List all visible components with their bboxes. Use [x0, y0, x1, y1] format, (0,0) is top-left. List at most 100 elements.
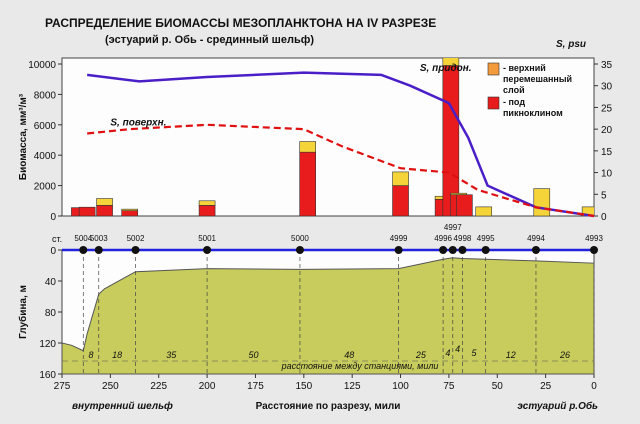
bar-upper-layer	[533, 188, 551, 216]
bar-pycnocline	[299, 151, 316, 216]
bar-pycnocline	[198, 205, 216, 216]
station-dot	[458, 246, 467, 254]
station-label-5002: 5002	[127, 234, 145, 243]
salinity-y-axis: 0 5 10 15 20 25 30 35	[594, 60, 613, 223]
station-dot	[79, 246, 88, 254]
distance-tick-label: 175	[247, 381, 264, 392]
depth-tick-label: 120	[39, 339, 56, 350]
station-label-5000: 5000	[291, 234, 309, 243]
station-label-4998: 4998	[454, 234, 472, 243]
distance-tick-label: 125	[344, 381, 361, 392]
s-surface-label: S, поверхн.	[110, 117, 166, 128]
salinity-tick-label: 30	[601, 82, 613, 93]
salinity-bottom-line	[86, 71, 595, 218]
distance-tick-label: 0	[591, 381, 597, 392]
depth-tick-label: 0	[50, 246, 56, 257]
bar-upper-layer	[299, 141, 316, 153]
station-label-4995: 4995	[477, 234, 495, 243]
bar-upper-layer	[198, 200, 216, 206]
bar-upper-layer	[475, 206, 493, 216]
estuary-label: эстуарий р.Обь	[517, 400, 598, 412]
salinity-lines	[86, 71, 595, 218]
s-bottom-label: S, придон.	[420, 63, 472, 74]
salinity-tick-label: 25	[601, 103, 613, 114]
distance-tick-label: 100	[392, 381, 409, 392]
bar-upper-layer	[581, 206, 594, 216]
legend-label-pycnocline: - под	[503, 97, 525, 107]
distance-label: 18	[112, 350, 122, 360]
station-label-4997: 4997	[444, 223, 462, 232]
distance-label: 50	[249, 350, 259, 360]
station-label-5004: 5004	[74, 234, 92, 243]
station-dot	[295, 246, 304, 254]
salinity-tick-label: 5	[601, 190, 607, 201]
depth-tick-label: 160	[39, 370, 56, 381]
biomass-tick-label: 8000	[34, 90, 57, 101]
bar-pycnocline	[392, 185, 409, 216]
depth-y-axis: 0 40 80 120 160	[39, 246, 62, 381]
station-dot	[439, 246, 448, 254]
station-label-4996: 4996	[434, 234, 452, 243]
bar-upper-layer	[121, 208, 139, 211]
station-markers	[79, 246, 598, 254]
distance-label: 35	[166, 350, 177, 360]
station-label-4999: 4999	[390, 234, 408, 243]
bar-pycnocline	[78, 206, 96, 216]
distance-label: 8	[89, 350, 94, 360]
distance-label: 25	[415, 350, 427, 360]
station-prefix: ст.	[52, 234, 62, 244]
biomass-tick-label: 2000	[34, 182, 57, 193]
bar-pycnocline	[121, 210, 139, 216]
bar-pycnocline	[456, 194, 473, 216]
salinity-tick-label: 15	[601, 147, 613, 158]
legend-label-pycnocline-2: пикноклином	[503, 108, 563, 118]
station-label-4993: 4993	[585, 234, 603, 243]
bar-upper-layer	[442, 58, 460, 66]
bar-upper-layer	[96, 198, 113, 206]
distance-x-axis: 275 250 225 200 175 150 125 100 75 50 25 0	[54, 374, 597, 392]
distance-tick-label: 225	[150, 381, 167, 392]
distance-tick-label: 50	[492, 381, 504, 392]
distance-tick-label: 275	[54, 381, 71, 392]
legend-label-upper: - верхний	[503, 63, 546, 73]
distance-tick-label: 200	[199, 381, 216, 392]
chart-title: РАСПРЕДЕЛЕНИЕ БИОМАССЫ МЕЗОПЛАНКТОНА НА …	[45, 16, 436, 30]
distance-label: 12	[506, 350, 516, 360]
biomass-plot-area	[61, 57, 595, 217]
legend: - верхний перемешанный слой - под пикнок…	[487, 62, 572, 118]
distance-tick-label: 150	[295, 381, 312, 392]
salinity-tick-label: 35	[601, 60, 613, 71]
distance-tick-label: 25	[540, 381, 552, 392]
inner-shelf-label: внутренний шельф	[72, 400, 173, 412]
station-label-4994: 4994	[527, 234, 545, 243]
chart-subtitle: (эстуарий р. Обь - срединный шельф)	[105, 34, 314, 46]
distance-label: 48	[344, 350, 354, 360]
biomass-axis-label: Биомасса, мм³/м³	[18, 93, 29, 180]
station-dot	[481, 246, 490, 254]
distance-tick-label: 75	[443, 381, 455, 392]
station-dot	[131, 246, 140, 254]
station-dot	[94, 246, 103, 254]
biomass-tick-label: 10000	[28, 60, 56, 71]
bar-pycnocline	[96, 205, 113, 216]
distance-tick-label: 250	[102, 381, 119, 392]
depth-axis-label: Глубина, м	[17, 285, 29, 339]
station-dot	[531, 246, 540, 254]
distance-label: 5	[472, 348, 478, 358]
distances-caption: расстояние между станциями, мили	[281, 361, 439, 371]
biomass-tick-label: 4000	[34, 151, 57, 162]
salinity-tick-label: 20	[601, 125, 613, 136]
salinity-axis-label: S, psu	[556, 39, 586, 50]
distance-labels: 8 18 35 50 48 25 4 4 5 12 26	[62, 344, 594, 362]
salinity-surface-line	[87, 123, 595, 218]
salinity-tick-label: 10	[601, 169, 613, 180]
depth-tick-label: 80	[45, 308, 57, 319]
distance-label: 4	[455, 344, 460, 354]
salinity-tick-label: 0	[601, 212, 607, 223]
distance-label: 4	[445, 348, 450, 358]
bar-upper-layer	[392, 171, 409, 186]
station-label-5001: 5001	[198, 234, 216, 243]
legend-swatch-upper	[487, 62, 500, 76]
